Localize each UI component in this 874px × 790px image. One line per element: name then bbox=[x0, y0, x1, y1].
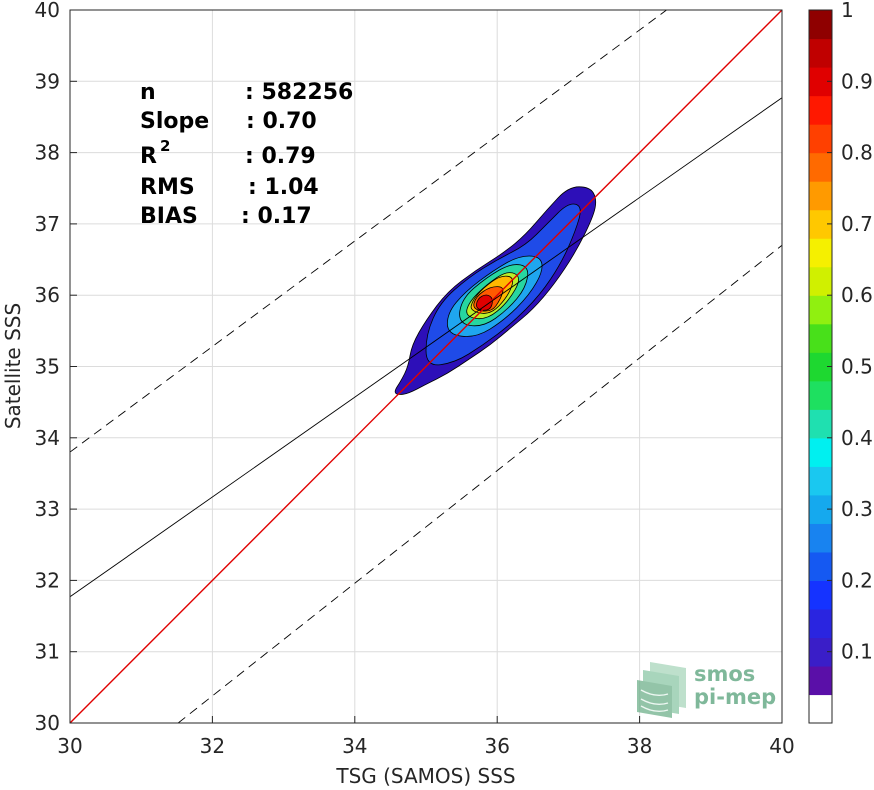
stat-rms-label: RMS bbox=[140, 175, 195, 200]
stat-r2-label: R bbox=[140, 144, 157, 169]
y-tick-label: 33 bbox=[35, 497, 60, 521]
colorbar-swatch bbox=[809, 494, 832, 524]
y-tick-label: 30 bbox=[35, 711, 60, 735]
logo-text-smos: smos bbox=[694, 662, 755, 686]
stat-r2-value: : 0.79 bbox=[245, 144, 316, 169]
reference-lines bbox=[69, 9, 783, 724]
stats-box: n : 582256 Slope : 0.70 R 2 : 0.79 RMS :… bbox=[140, 80, 353, 229]
colorbar-tick-label: 0.8 bbox=[841, 141, 873, 165]
stat-n-value: : 582256 bbox=[245, 80, 353, 105]
colorbar-swatch bbox=[809, 38, 832, 68]
identity-line bbox=[69, 9, 783, 724]
stat-bias-label: BIAS bbox=[140, 204, 198, 229]
y-tick-label: 37 bbox=[35, 212, 60, 236]
colorbar-tick-label: 0.1 bbox=[841, 640, 873, 664]
stat-slope-value: : 0.70 bbox=[246, 109, 317, 134]
x-axis-label: TSG (SAMOS) SSS bbox=[335, 764, 515, 788]
y-axis-ticks: 30 31 32 33 34 35 36 37 38 39 40 bbox=[35, 0, 77, 735]
colorbar-tick-label: 0.5 bbox=[841, 355, 873, 379]
colorbar-tick-label: 1 bbox=[841, 0, 854, 22]
colorbar-swatch bbox=[809, 266, 832, 296]
y-tick-label: 34 bbox=[35, 426, 60, 450]
colorbar-swatch bbox=[809, 437, 832, 467]
colorbar bbox=[809, 10, 832, 724]
y-tick-label: 35 bbox=[35, 355, 60, 379]
colorbar-swatch bbox=[809, 295, 832, 325]
colorbar-swatch bbox=[809, 10, 832, 40]
y-tick-label: 36 bbox=[35, 283, 60, 307]
y-tick-label: 40 bbox=[35, 0, 60, 22]
x-tick-label: 32 bbox=[200, 734, 225, 758]
density-contours bbox=[394, 186, 597, 395]
x-tick-label: 36 bbox=[484, 734, 509, 758]
y-tick-label: 38 bbox=[35, 141, 60, 165]
colorbar-tick-label: 0.7 bbox=[841, 212, 873, 236]
colorbar-swatch bbox=[809, 523, 832, 553]
x-tick-label: 34 bbox=[342, 734, 367, 758]
colorbar-swatch bbox=[809, 209, 832, 239]
colorbar-swatch bbox=[809, 152, 832, 182]
colorbar-swatch bbox=[809, 323, 832, 353]
colorbar-swatch bbox=[809, 466, 832, 496]
colorbar-tick-label: 0.2 bbox=[841, 568, 873, 592]
colorbar-tick-label: 0.3 bbox=[841, 497, 873, 521]
x-tick-label: 38 bbox=[627, 734, 652, 758]
colorbar-tick-label: 0.4 bbox=[841, 426, 873, 450]
colorbar-swatch bbox=[809, 608, 832, 639]
smos-pi-mep-logo: smos pi-mep bbox=[637, 662, 776, 718]
colorbar-swatch bbox=[809, 124, 832, 154]
colorbar-tick-label: 0.9 bbox=[841, 69, 873, 93]
upper-bound-line bbox=[69, 9, 667, 453]
colorbar-swatch bbox=[809, 580, 832, 610]
colorbar-swatch bbox=[809, 551, 832, 581]
colorbar-swatch bbox=[809, 352, 832, 382]
colorbar-swatch bbox=[809, 238, 832, 268]
y-tick-label: 31 bbox=[35, 640, 60, 664]
colorbar-swatch bbox=[809, 181, 832, 211]
logo-graphic bbox=[637, 662, 686, 718]
colorbar-tick-label: 0.6 bbox=[841, 283, 873, 307]
stat-slope-label: Slope bbox=[140, 109, 209, 134]
colorbar-ticks: 0.1 0.2 0.3 0.4 0.5 0.6 0.7 0.8 0.9 1 bbox=[827, 0, 873, 664]
colorbar-swatch bbox=[809, 637, 832, 667]
colorbar-swatch bbox=[809, 694, 832, 724]
x-axis-ticks: 30 32 34 36 38 40 bbox=[57, 716, 795, 758]
colorbar-swatch bbox=[809, 380, 832, 410]
colorbar-swatch bbox=[809, 95, 832, 125]
colorbar-swatch bbox=[809, 409, 832, 439]
x-tick-label: 40 bbox=[769, 734, 794, 758]
y-tick-label: 39 bbox=[35, 69, 60, 93]
stat-bias-value: : 0.17 bbox=[241, 204, 312, 229]
stat-r2-superscript: 2 bbox=[160, 137, 170, 155]
logo-text-pi-mep: pi-mep bbox=[694, 685, 776, 709]
y-tick-label: 32 bbox=[35, 568, 60, 592]
lower-bound-line bbox=[177, 244, 783, 724]
stat-n-label: n bbox=[140, 80, 156, 105]
regression-line bbox=[69, 97, 783, 598]
y-axis-label: Satellite SSS bbox=[1, 303, 25, 429]
x-tick-label: 30 bbox=[57, 734, 82, 758]
colorbar-swatch bbox=[809, 665, 832, 696]
stat-rms-value: : 1.04 bbox=[248, 175, 319, 200]
colorbar-swatch bbox=[809, 67, 832, 97]
